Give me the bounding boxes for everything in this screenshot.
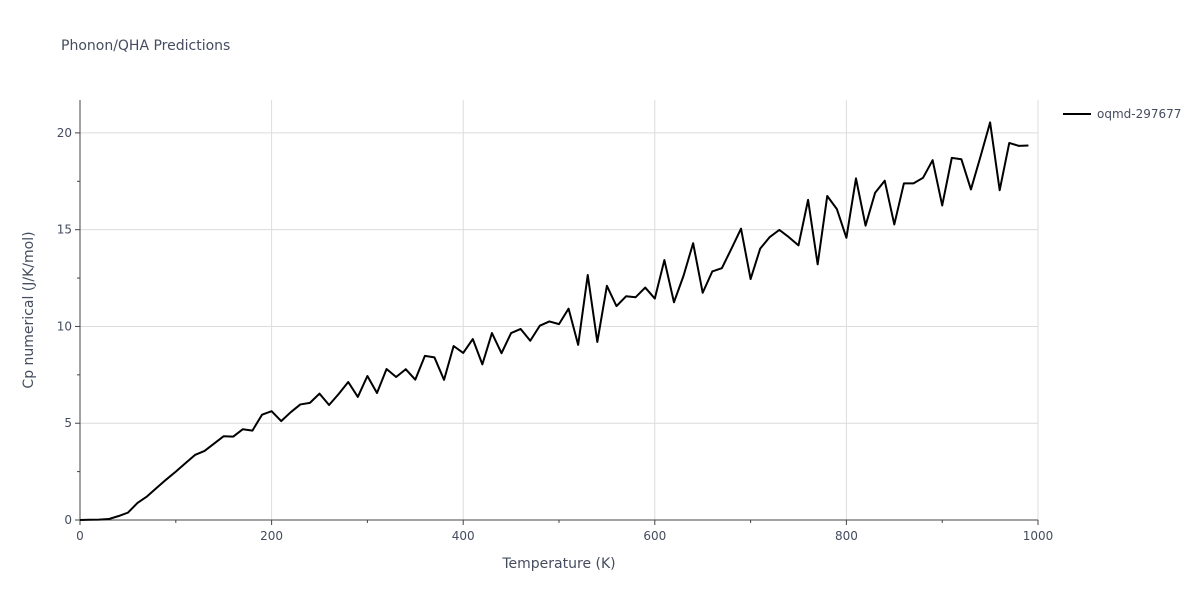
x-tick-label: 800 <box>835 529 858 543</box>
x-tick-label: 0 <box>76 529 84 543</box>
tick-labels: 0 200 400 600 800 1000 0 5 10 15 20 <box>57 126 1054 543</box>
x-axis-label: Temperature (K) <box>501 556 615 572</box>
legend-item-label[interactable]: oqmd-297677 <box>1097 107 1181 121</box>
grid <box>80 100 1039 520</box>
x-tick-label: 600 <box>643 529 666 543</box>
y-tick-label: 0 <box>64 513 72 527</box>
series-line <box>79 121 1029 521</box>
x-tick-label: 1000 <box>1023 529 1054 543</box>
chart-title: Phonon/QHA Predictions <box>61 38 230 54</box>
legend[interactable]: oqmd-297677 <box>1063 107 1181 121</box>
y-tick-label: 15 <box>57 223 72 237</box>
y-axis-label: Cp numerical (J/K/mol) <box>21 231 37 388</box>
y-tick-label: 5 <box>64 416 72 430</box>
x-tick-label: 400 <box>452 529 475 543</box>
series-lines <box>79 121 1029 521</box>
y-tick-label: 20 <box>57 126 72 140</box>
y-tick-label: 10 <box>57 319 72 333</box>
x-tick-label: 200 <box>260 529 283 543</box>
axes <box>75 100 1039 525</box>
